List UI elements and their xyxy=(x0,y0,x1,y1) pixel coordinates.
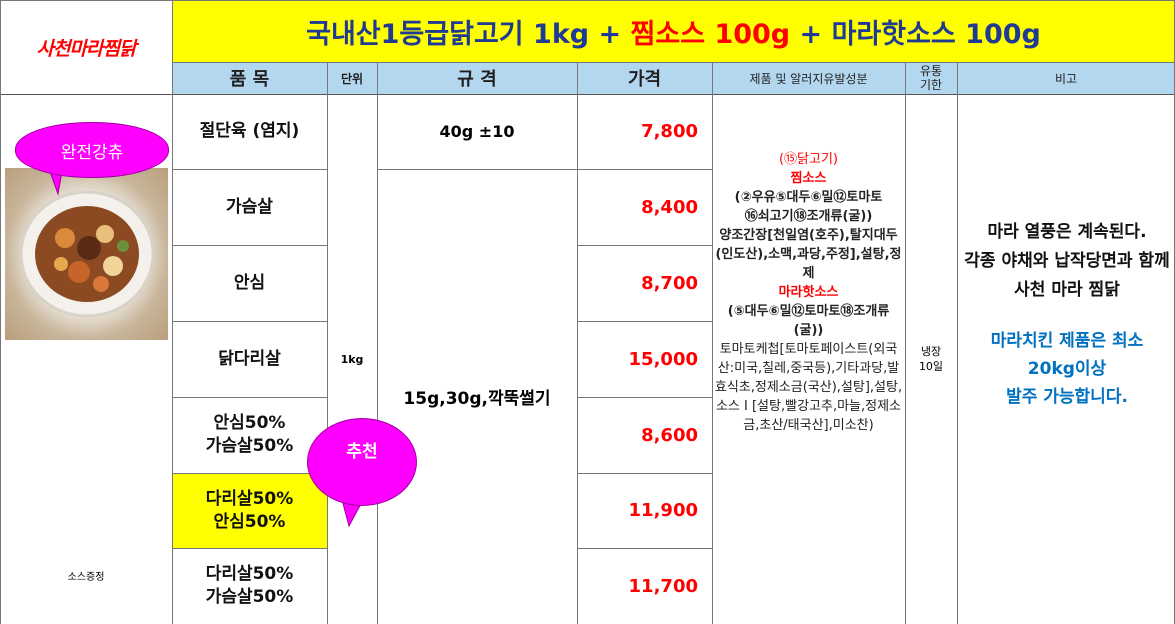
header-spec: 규 격 xyxy=(377,62,577,94)
unit-value: 1kg xyxy=(340,352,364,366)
ingredients-text: (⑮닭고기) 찜소스 (②우유⑤대두⑥밀⑫토마토 ⑯쇠고기⑱조개류(굴)) 양조… xyxy=(714,152,903,433)
page-title: 국내산1등급닭고기 1kg + 찜소스 100g + 마라핫소스 100g xyxy=(306,18,1041,50)
highlight-row-bg xyxy=(172,473,327,548)
spec-rest: 15g,30g,깍뚝썰기 xyxy=(403,389,551,409)
item-thigh-breast-mix: 다리살50% 가슴살50% xyxy=(205,564,294,607)
item-thigh: 닭다리살 xyxy=(218,348,281,369)
header-price: 가격 xyxy=(577,62,712,94)
logo: 사천마라찜닭 xyxy=(0,0,172,94)
price-breast: 8,400 xyxy=(641,196,698,218)
logo-text: 사천마라찜닭 xyxy=(36,37,137,60)
header-unit: 단위 xyxy=(327,62,377,94)
item-cut-meat: 절단육 (염지) xyxy=(199,121,300,141)
price-tenderloin: 8,700 xyxy=(641,272,698,294)
spec-first: 40g ±10 xyxy=(439,122,515,141)
sauce-gift-label: 소스증정 xyxy=(67,571,105,583)
price-thigh-breast-mix: 11,700 xyxy=(628,575,698,597)
header-note: 비고 xyxy=(957,62,1175,94)
header-item: 품 목 xyxy=(172,62,327,94)
header-ingredients: 제품 및 알러지유발성분 xyxy=(712,62,905,94)
title-bar: 국내산1등급닭고기 1kg + 찜소스 100g + 마라핫소스 100g xyxy=(172,0,1175,62)
price-cut-meat: 7,800 xyxy=(641,121,698,142)
item-thigh-tender-mix: 다리살50% 안심50% xyxy=(205,488,294,532)
item-tender-breast-mix: 안심50% 가슴살50% xyxy=(205,413,294,456)
item-breast: 가슴살 xyxy=(226,196,273,217)
item-tenderloin: 안심 xyxy=(233,272,266,293)
note-text: 마라 열풍은 계속된다. 각종 야채와 납작당면과 함께 사천 마라 찜닭 마라… xyxy=(964,222,1170,407)
food-photo xyxy=(5,168,168,340)
price-thigh: 15,000 xyxy=(628,348,698,370)
price-tender-breast-mix: 8,600 xyxy=(641,424,698,446)
price-thigh-tender-mix: 11,900 xyxy=(628,500,698,521)
expiry-value: 냉장 10일 xyxy=(918,345,944,373)
header-expiry: 유통기한 xyxy=(905,62,957,94)
chicken-dish-icon xyxy=(19,190,155,318)
